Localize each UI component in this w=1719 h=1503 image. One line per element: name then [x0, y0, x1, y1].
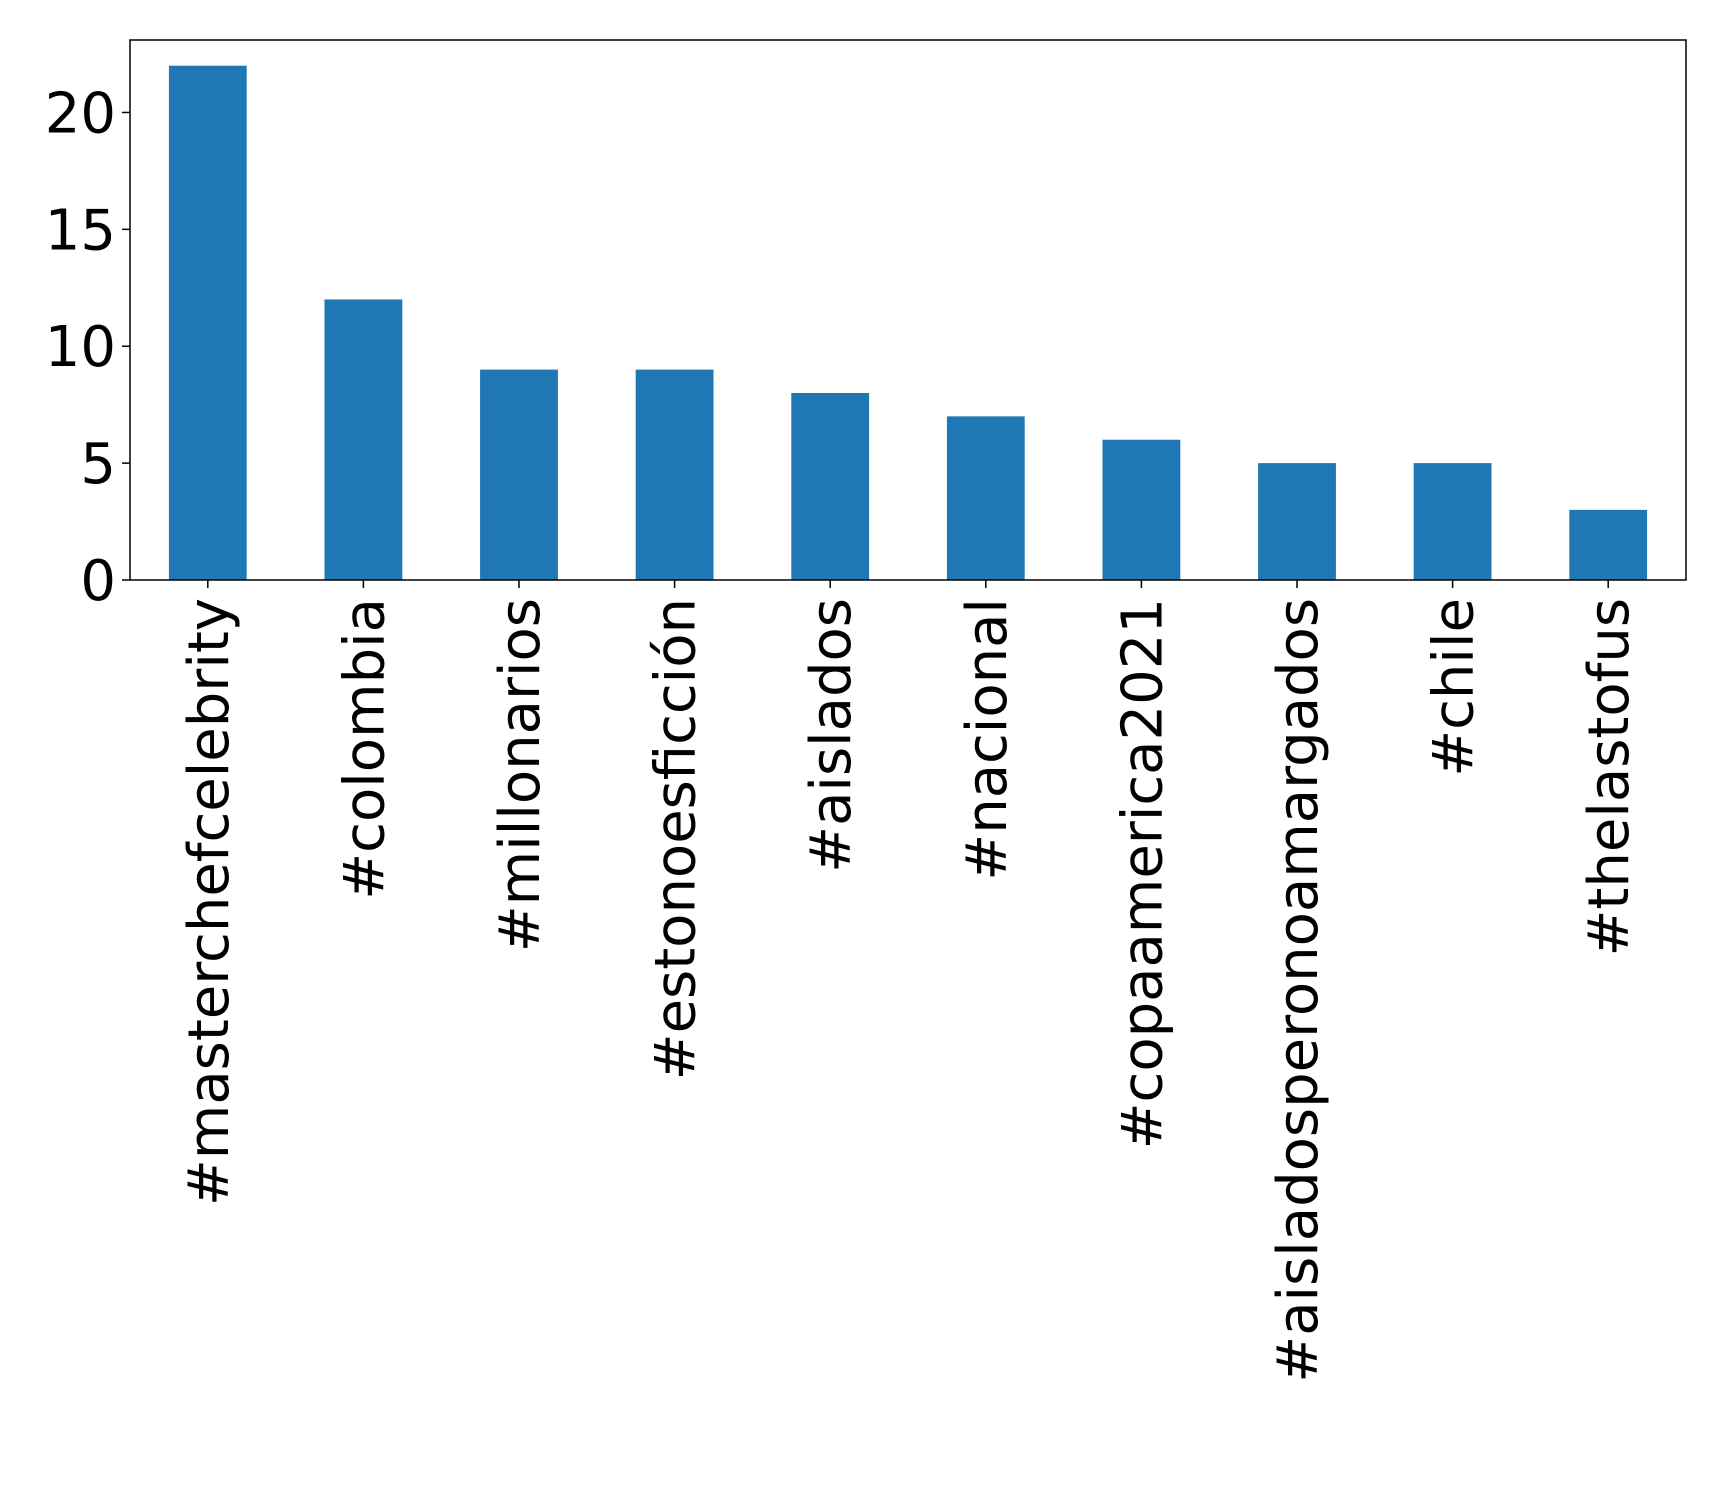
x-tick-label-1: #colombia — [332, 598, 397, 900]
y-tick-label-0: 0 — [80, 549, 116, 614]
x-tick-label-6: #copaamerica2021 — [1110, 598, 1175, 1149]
x-tick-label-9: #thelastofus — [1577, 598, 1642, 956]
bar-3 — [635, 369, 714, 580]
bar-4 — [791, 392, 870, 580]
x-tick-label-0: #masterchefcelebrity — [177, 598, 242, 1206]
bar-1 — [324, 299, 403, 580]
x-tick-label-5: #nacional — [955, 598, 1020, 881]
x-tick-label-7: #aisladosperonoamargados — [1266, 598, 1331, 1383]
plot-frame — [129, 39, 1687, 581]
y-tick-label-1: 5 — [80, 432, 116, 497]
x-axis: #masterchefcelebrity #colombia #millonario… — [177, 580, 1642, 1383]
bar-5 — [946, 416, 1025, 580]
y-axis: 0 5 10 15 20 — [45, 81, 130, 614]
x-tick-label-4: #aislados — [799, 598, 864, 873]
x-tick-label-8: #chile — [1422, 598, 1487, 777]
y-tick-label-3: 15 — [45, 198, 116, 263]
bar-9 — [1569, 509, 1648, 580]
x-tick-label-2: #millonarios — [488, 598, 553, 952]
y-tick-label-2: 10 — [45, 315, 116, 380]
bar-0 — [168, 65, 247, 580]
bar-8 — [1413, 463, 1492, 580]
y-tick-label-4: 20 — [45, 81, 116, 146]
bar-7 — [1258, 463, 1336, 580]
bars-group — [168, 65, 1648, 580]
bar-6 — [1102, 439, 1181, 580]
bar-2 — [480, 369, 558, 580]
x-tick-label-3: #estonoesficción — [644, 598, 709, 1080]
